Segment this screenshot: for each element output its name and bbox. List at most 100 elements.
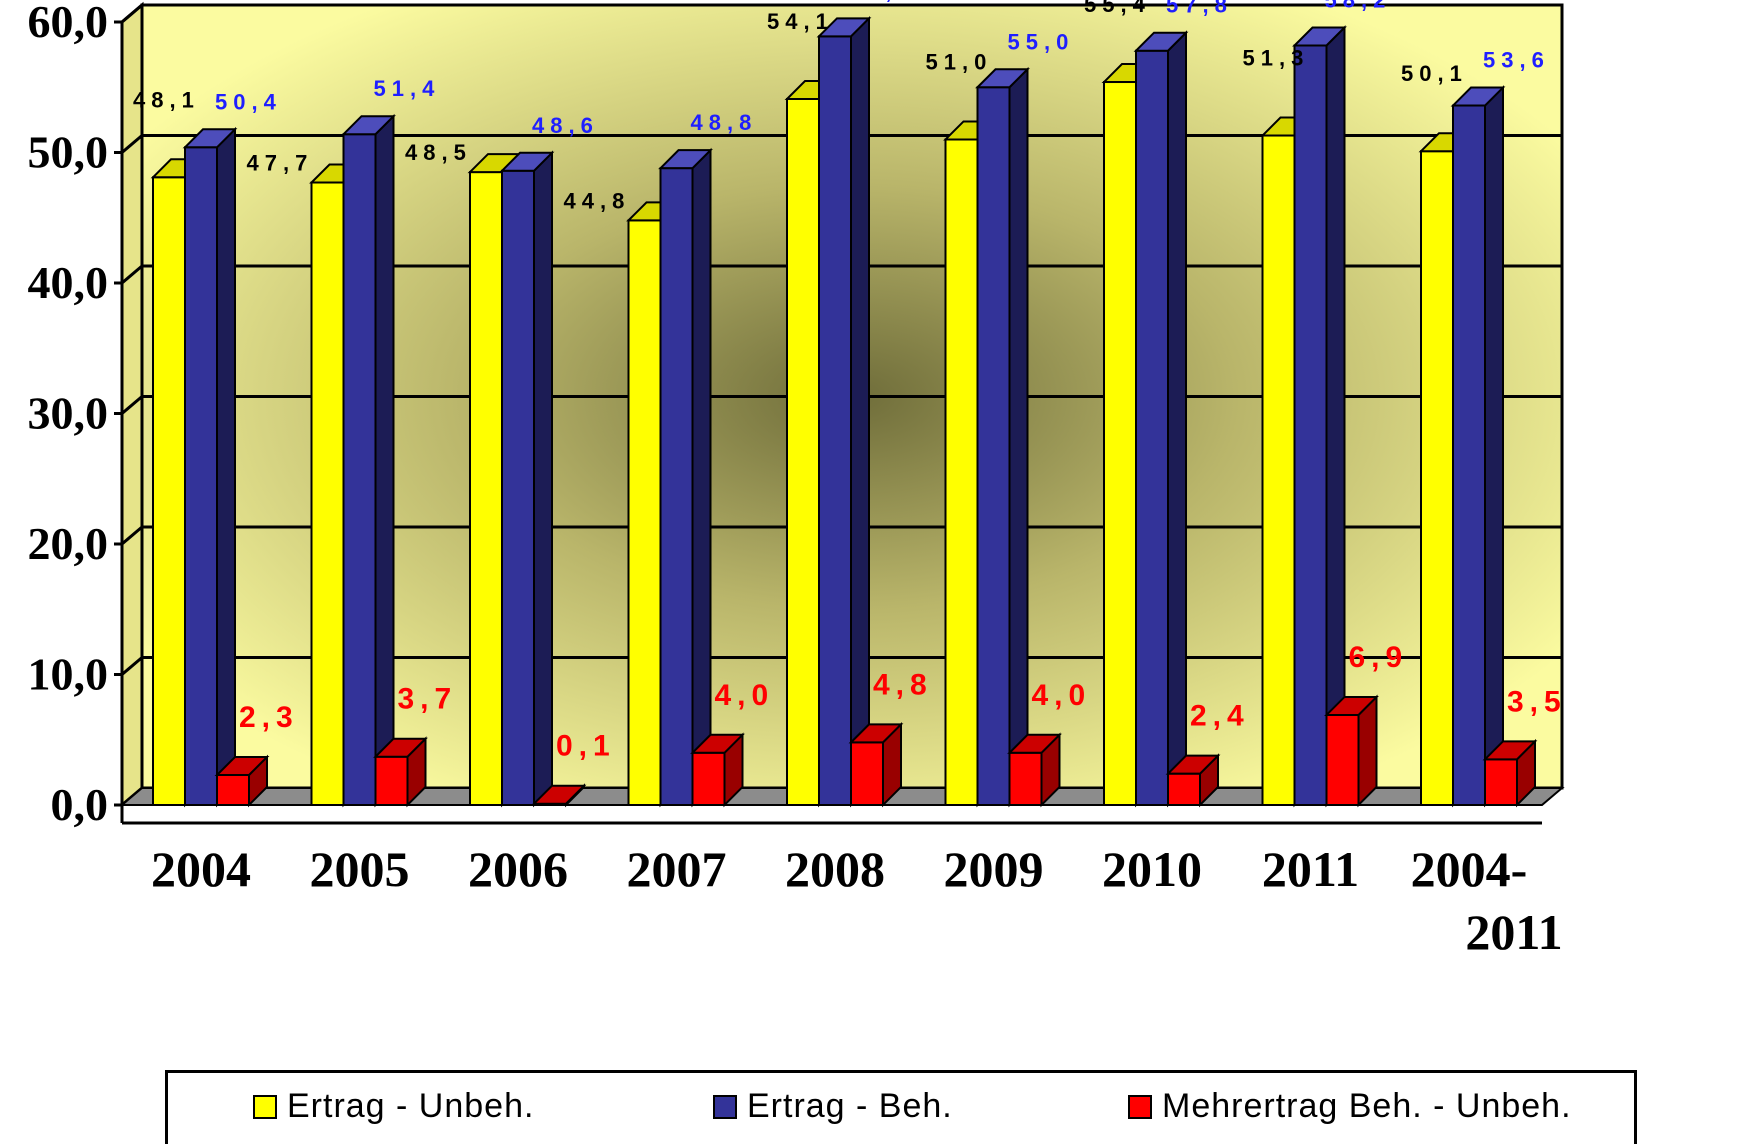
gridline-side [121, 525, 143, 546]
plot-area: 0,0 10,0 20,0 30,0 40,0 50,0 60,0 48,1 50,4 2,3 47… [28, 0, 1567, 960]
bar [1325, 713, 1360, 807]
bar [310, 181, 345, 806]
legend-item-ertrag-beh: Ertrag - Beh. [713, 1087, 953, 1126]
x-tick-label: 2006 [468, 841, 568, 897]
bar [1167, 772, 1201, 806]
bar [342, 133, 377, 807]
data-label: 53,6 [1483, 48, 1550, 73]
data-label: 44,8 [564, 188, 631, 213]
bar [1293, 44, 1328, 807]
bar [691, 751, 726, 806]
y-tick-label: 30,0 [28, 388, 109, 439]
legend-swatch-yellow [253, 1094, 277, 1119]
bar-top [499, 151, 555, 172]
bar-side [691, 147, 712, 808]
gridline-side [121, 134, 143, 154]
data-label: 3,5 [1507, 685, 1567, 718]
data-label: 51,4 [374, 76, 441, 101]
x-tick-label: 2010 [1102, 841, 1202, 897]
x-tick-label: 2004- [1411, 841, 1528, 897]
bar-top [214, 755, 270, 776]
y-tick-label: 40,0 [28, 257, 109, 308]
bar [659, 167, 694, 807]
bar-top [531, 784, 587, 805]
bar [1261, 134, 1296, 807]
data-label: 55,4 [1084, 0, 1151, 17]
bar-top [658, 149, 713, 170]
x-tick-label: 2009 [944, 841, 1044, 897]
bar [786, 97, 820, 807]
x-tick-label: 2007 [627, 841, 727, 897]
bar [1008, 751, 1043, 806]
legend: Ertrag - Unbeh. Ertrag - Beh. Mehrertrag… [165, 1070, 1637, 1144]
x-tick-label: 2011 [1262, 841, 1359, 897]
data-label: 48,5 [405, 140, 472, 165]
data-label: 51,0 [926, 49, 993, 74]
legend-swatch-blue [713, 1094, 737, 1119]
bar-top [1165, 754, 1221, 775]
data-label: 0,1 [556, 730, 616, 763]
bar-top [1007, 733, 1062, 754]
bar-top [182, 128, 238, 149]
bar-side [1167, 30, 1187, 808]
legend-label: Ertrag - Beh. [747, 1087, 953, 1125]
bar [1135, 49, 1169, 806]
data-label: 58,9 [849, 0, 916, 3]
data-label: 55,0 [1008, 29, 1075, 54]
bar-top [1324, 695, 1379, 716]
data-label: 47,7 [247, 151, 314, 176]
bar [374, 755, 409, 807]
bar-top [1482, 740, 1538, 761]
bar-top [1292, 26, 1347, 47]
data-label: 3,7 [398, 683, 458, 716]
y-tick-label: 20,0 [28, 518, 109, 569]
bar-top [1450, 86, 1506, 107]
bar-top [373, 737, 428, 758]
data-label: 2,3 [239, 701, 299, 734]
legend-swatch-red [1128, 1094, 1152, 1119]
x-tick-label: 2008 [785, 841, 885, 897]
data-label: 4,0 [715, 679, 775, 712]
data-label: 48,1 [133, 87, 200, 112]
legend-item-mehrertrag: Mehrertrag Beh. - Unbeh. [1128, 1087, 1572, 1126]
bar-side [1008, 66, 1029, 808]
gridline-side [121, 3, 143, 24]
bar [501, 169, 535, 806]
bar [152, 176, 186, 807]
bar-top [816, 17, 872, 38]
data-label: 48,6 [532, 113, 599, 138]
gridline-side [121, 656, 143, 676]
y-tick-label: 10,0 [28, 649, 109, 700]
bar-top [848, 723, 904, 744]
bar [850, 741, 884, 806]
legend-item-ertrag-unbeh: Ertrag - Unbeh. [253, 1087, 534, 1126]
bar [1484, 758, 1518, 807]
x-tick-label: 2004 [151, 841, 251, 897]
data-label: 58,2 [1325, 0, 1392, 12]
data-label: 48,8 [691, 110, 758, 135]
gridline-side [121, 264, 143, 285]
data-label: 4,8 [873, 668, 933, 701]
bar [1420, 150, 1454, 806]
data-label: 54,1 [767, 9, 834, 34]
bar-top [1133, 31, 1189, 52]
bar [1103, 81, 1137, 806]
bar [184, 146, 218, 806]
bar [216, 773, 250, 806]
bar-top [690, 733, 745, 754]
bar [976, 86, 1011, 806]
bar-side [1484, 85, 1504, 808]
bar-side [374, 113, 395, 808]
bar-side [533, 150, 553, 808]
gridline-side [121, 395, 143, 415]
bar [469, 171, 503, 806]
bar [1452, 104, 1486, 806]
data-label: 57,8 [1166, 0, 1233, 18]
legend-label: Mehrertrag Beh. - Unbeh. [1162, 1087, 1572, 1125]
y-tick-label: 50,0 [28, 127, 109, 178]
bar [944, 138, 979, 806]
y-tick-label: 60,0 [28, 0, 109, 47]
data-label: 50,4 [215, 89, 282, 114]
y-tick-label: 0,0 [51, 779, 109, 830]
x-tick-label: 2011 [1465, 904, 1562, 960]
